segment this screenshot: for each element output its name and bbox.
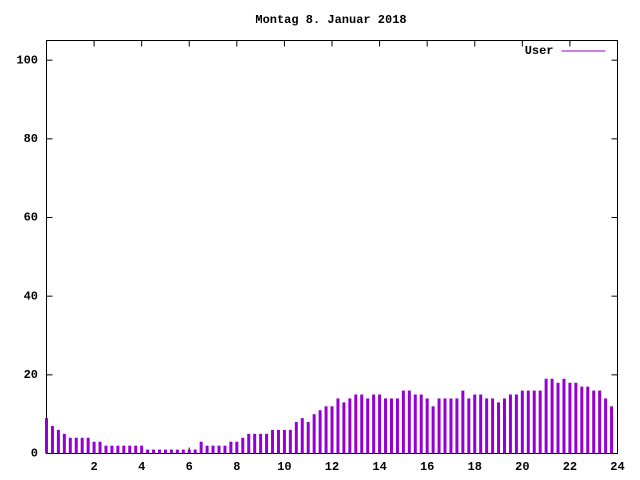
x-tick-label: 14 [372, 460, 386, 474]
x-tick-label: 12 [325, 460, 339, 474]
x-tick-label: 10 [277, 460, 291, 474]
y-tick-label: 60 [24, 211, 38, 225]
x-tick-label: 18 [468, 460, 482, 474]
x-tick-label: 16 [420, 460, 434, 474]
y-tick-label: 20 [24, 368, 38, 382]
x-tick-label: 20 [515, 460, 529, 474]
x-tick-label: 24 [610, 460, 624, 474]
x-tick-label: 22 [563, 460, 577, 474]
y-tick-label: 100 [16, 53, 38, 67]
x-tick-label: 8 [233, 460, 240, 474]
x-tick-label: 6 [186, 460, 193, 474]
y-tick-label: 40 [24, 289, 38, 303]
y-tick-label: 0 [31, 447, 38, 461]
x-tick-label: 2 [90, 460, 97, 474]
chart-title: Montag 8. Januar 2018 [255, 13, 406, 27]
x-tick-label: 4 [138, 460, 145, 474]
legend-label: User [525, 44, 554, 58]
y-tick-label: 80 [24, 132, 38, 146]
